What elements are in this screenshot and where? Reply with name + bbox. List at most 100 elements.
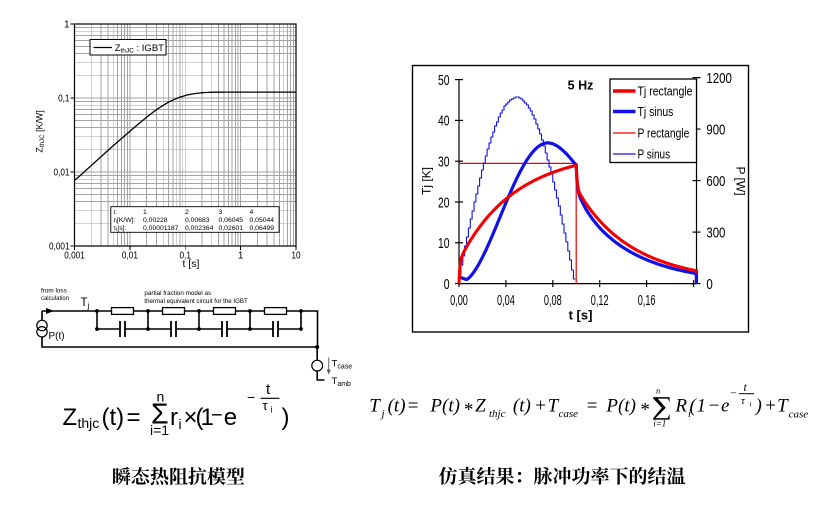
svg-text:×: × [184,404,198,431]
svg-text:1: 1 [201,404,214,431]
svg-text:case: case [789,409,809,421]
svg-text:0,00: 0,00 [450,293,468,309]
svg-text:thjc: thjc [489,408,506,420]
svg-text:900: 900 [706,121,725,138]
svg-text:30: 30 [438,154,450,171]
svg-text:r: r [170,404,178,431]
svg-text:0,05044: 0,05044 [250,217,275,224]
svg-text:10: 10 [438,235,450,252]
svg-text:i: i [750,400,752,409]
svg-text:−: − [211,405,223,427]
svg-text:T: T [369,396,381,417]
svg-text:(t): (t) [102,404,125,431]
svg-text:e: e [721,396,729,417]
svg-text:thermal equivalent circuit for: thermal equivalent circuit for the IGBT [144,298,247,305]
svg-text:0: 0 [706,276,712,293]
svg-text:τi[s]:: τi[s]: [114,225,127,233]
svg-text:1: 1 [697,396,707,417]
svg-text:5 Hz: 5 Hz [568,79,594,93]
svg-text:40: 40 [438,113,450,130]
svg-text:0,00683: 0,00683 [185,217,210,224]
svg-text:0: 0 [444,276,450,293]
svg-text:0,00001187: 0,00001187 [143,225,179,232]
svg-text:partial fraction model as: partial fraction model as [144,290,211,297]
svg-text:P(t): P(t) [605,396,636,417]
svg-text:0,002364: 0,002364 [185,225,214,232]
svg-text:t [s]: t [s] [569,308,593,323]
svg-text:i=1: i=1 [150,422,169,438]
svg-text:300: 300 [706,224,725,241]
svg-text:1: 1 [143,209,147,216]
svg-text:4: 4 [250,209,254,216]
svg-text:−: − [247,389,255,405]
svg-text:0,08: 0,08 [544,293,562,309]
svg-text:i: i [271,405,273,415]
svg-text:calculation: calculation [41,295,69,302]
svg-text:): ) [282,404,290,431]
svg-text:+: + [534,396,547,417]
svg-text:Z: Z [63,404,78,431]
svg-text:0,001: 0,001 [49,241,70,252]
svg-text:Σ: Σ [151,399,169,431]
svg-text:0,06045: 0,06045 [219,217,244,224]
svg-text:R: R [674,396,687,417]
svg-text:=: = [127,404,141,431]
svg-text:Tj sinus: Tj sinus [638,104,674,119]
svg-text:20: 20 [438,194,450,211]
svg-text:thjc: thjc [78,415,100,431]
svg-text:−: − [708,396,721,417]
svg-text:t: t [744,380,748,394]
svg-text:+: + [764,396,777,417]
svg-text:ri[K/W]:: ri[K/W]: [114,217,136,225]
svg-text:(t): (t) [513,396,531,417]
svg-text:t [s]: t [s] [183,258,200,270]
svg-text:0,1: 0,1 [180,251,192,262]
svg-text:P(t): P(t) [49,331,65,342]
svg-text:P sinus: P sinus [638,147,671,162]
svg-text:1: 1 [238,251,244,262]
svg-text:−: − [730,388,737,400]
svg-text:=: = [586,396,599,417]
svg-text:0,001: 0,001 [64,251,85,262]
svg-text:P [W]: P [W] [734,166,748,195]
svg-text:τ: τ [263,398,269,413]
svg-text:i: i [688,408,691,420]
svg-text:Tcase: Tcase [332,359,353,371]
svg-text:0,16: 0,16 [638,293,656,309]
svg-text:Tamb: Tamb [332,376,352,388]
svg-text:Tj [K]: Tj [K] [420,167,434,195]
svg-text:0,01: 0,01 [54,167,70,178]
svg-text:*: * [463,400,473,421]
svg-text:T: T [548,396,560,417]
svg-text:600: 600 [706,173,725,190]
svg-text:i: i [179,416,182,432]
svg-text:P rectangle: P rectangle [638,126,690,141]
svg-text:50: 50 [438,72,450,89]
svg-text:ZthJC [K/W]: ZthJC [K/W] [35,110,47,152]
svg-text:0,02601: 0,02601 [219,225,244,232]
svg-text:(: ( [196,404,204,431]
svg-text:Tj: Tj [81,297,90,311]
svg-text:0,12: 0,12 [591,293,609,309]
svg-text:i:: i: [114,209,118,216]
svg-text:0,00228: 0,00228 [143,217,168,224]
svg-text:n: n [157,389,165,405]
svg-text:0,1: 0,1 [58,93,70,104]
svg-text:(t): (t) [388,396,406,417]
svg-text:Z: Z [475,396,486,417]
svg-text:): ) [755,396,762,417]
svg-text:T: T [777,396,789,417]
svg-text:0,01: 0,01 [122,251,138,262]
svg-text:from loss: from loss [41,288,67,295]
svg-text:1: 1 [64,19,70,30]
svg-text:(: ( [690,396,698,417]
svg-text:e: e [224,404,237,431]
svg-text:0,04: 0,04 [497,293,515,309]
svg-text:t: t [266,381,271,398]
svg-text:case: case [559,408,579,420]
svg-text:i=1: i=1 [653,419,666,429]
svg-text:j: j [380,408,385,420]
svg-text:n: n [656,386,660,396]
svg-text:Tj rectangle: Tj rectangle [638,84,693,99]
svg-text:1200: 1200 [706,70,732,87]
